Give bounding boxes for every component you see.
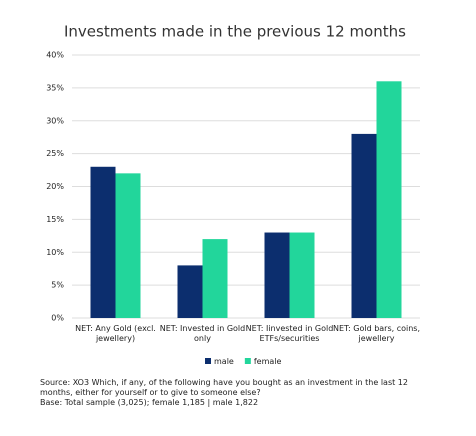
x-tick-label: NET: Iinvested in Gold ETFs/securities [245,324,334,343]
base-note: Base: Total sample (3,025); female 1,185… [40,398,259,407]
legend-label: male [214,357,234,366]
y-tick-label: 20% [46,182,64,191]
y-tick-label: 40% [46,51,64,60]
y-tick-label: 0% [51,314,64,323]
bar [202,239,228,318]
y-tick-label: 25% [46,149,64,158]
x-tick-label: NET: Gold bars, coins, jewellery [332,324,421,343]
chart-title: Investments made in the previous 12 mont… [64,23,406,41]
bar [351,133,377,318]
legend-swatch [205,358,211,364]
source-note: Source: XO3 Which, if any, of the follow… [40,378,408,397]
y-tick-label: 5% [51,281,64,290]
legend-swatch [244,358,251,364]
y-tick-label: 10% [46,248,64,257]
bar [376,81,402,318]
y-tick-label: 35% [46,83,64,92]
x-tick-label: NET: Invested in Gold only [159,324,246,343]
y-tick-label: 15% [46,215,64,224]
x-tick-label: NET: Any Gold (excl. jewellery) [75,324,156,343]
bar [289,232,315,318]
legend-label: female [254,357,282,366]
bar [264,232,290,318]
y-tick-label: 30% [46,116,64,125]
bar [177,265,203,318]
bar [90,166,116,318]
bar [115,173,141,318]
